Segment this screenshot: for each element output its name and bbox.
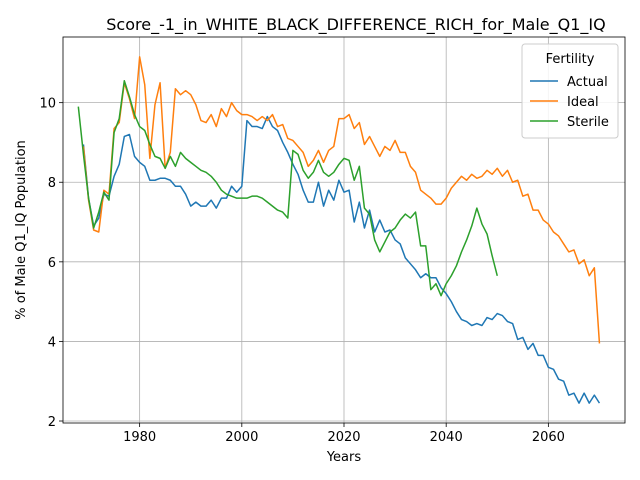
y-tick-label: 2 (48, 415, 56, 430)
y-tick-label: 10 (39, 97, 56, 112)
legend-label-sterile: Sterile (567, 115, 609, 130)
chart-title: Score_-1_in_WHITE_BLACK_DIFFERENCE_RICH_… (106, 15, 605, 35)
legend-items: Actual Ideal Sterile (530, 75, 609, 130)
y-tick-label: 4 (48, 335, 56, 350)
series-line-actual (82, 115, 601, 404)
x-tick-label: 2040 (430, 430, 463, 445)
x-axis-ticks: 1980 2000 2020 2040 2060 (123, 423, 565, 445)
legend: Fertility Actual Ideal Sterile (521, 43, 619, 139)
series-line-ideal (82, 56, 601, 344)
series-line-sterile (77, 80, 498, 297)
y-axis-label: % of Male Q1_IQ Population (14, 140, 29, 320)
x-tick-label: 2060 (532, 430, 565, 445)
x-tick-label: 2020 (327, 430, 360, 445)
legend-box (521, 43, 619, 139)
series-lines (77, 56, 601, 404)
x-tick-label: 2000 (225, 430, 258, 445)
x-axis-label: Years (326, 450, 362, 465)
y-tick-label: 8 (48, 176, 56, 191)
legend-label-actual: Actual (567, 75, 608, 90)
legend-title: Fertility (546, 52, 595, 67)
y-tick-label: 6 (48, 256, 56, 271)
y-axis-ticks: 2 4 6 8 10 (39, 97, 63, 430)
x-tick-label: 1980 (123, 430, 156, 445)
legend-label-ideal: Ideal (567, 95, 599, 110)
